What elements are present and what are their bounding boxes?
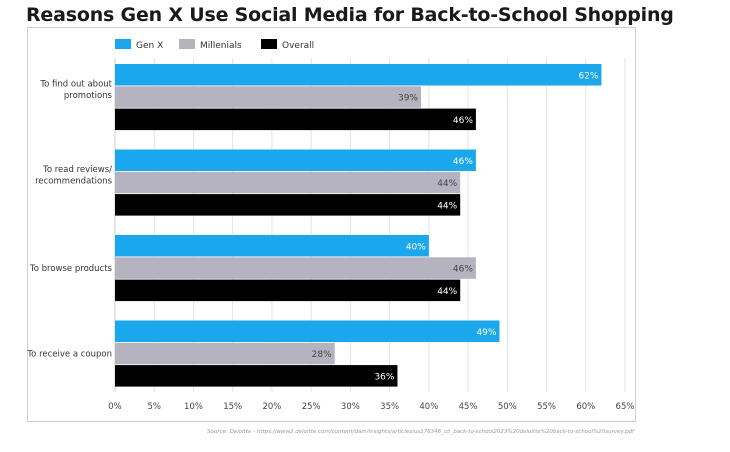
bar <box>115 235 429 257</box>
category-label: To browse products <box>29 264 113 274</box>
legend-swatch <box>179 39 195 49</box>
source-prefix: Source: Deloitte <box>206 429 252 435</box>
legend-swatch <box>261 39 277 49</box>
bar-value-label: 62% <box>578 71 598 81</box>
category-label: promotions <box>64 91 113 101</box>
bar-value-label: 36% <box>374 372 394 382</box>
bar <box>115 279 461 302</box>
x-tick-label: 0% <box>108 402 122 412</box>
x-tick-label: 40% <box>419 402 438 412</box>
x-tick-label: 25% <box>302 402 321 412</box>
legend-label: Gen X <box>136 41 163 51</box>
bar <box>115 257 476 279</box>
source-note: Source: Deloitte - https://www2.deloitte… <box>0 429 634 435</box>
bar <box>115 108 476 131</box>
x-tick-label: 65% <box>616 402 635 412</box>
bar <box>115 149 476 171</box>
bar <box>115 194 461 216</box>
bar-value-label: 39% <box>398 94 418 104</box>
x-tick-label: 20% <box>262 402 281 412</box>
bar-value-label: 44% <box>437 287 457 297</box>
source-url: - https://www2.deloitte.com/content/dam/… <box>253 429 634 435</box>
x-tick-label: 50% <box>498 402 517 412</box>
bar <box>115 320 500 342</box>
bar-value-label: 44% <box>437 201 457 211</box>
bar-value-label: 49% <box>476 328 496 338</box>
x-tick-label: 55% <box>537 402 556 412</box>
category-label: To find out about <box>39 79 112 89</box>
x-tick-label: 5% <box>147 402 161 412</box>
bar-value-label: 46% <box>453 157 473 167</box>
x-tick-label: 45% <box>459 402 478 412</box>
legend-swatch <box>115 39 131 49</box>
bar-value-label: 46% <box>453 116 473 126</box>
category-label: To receive a coupon <box>26 350 112 360</box>
legend-label: Overall <box>282 41 314 51</box>
bar <box>115 342 335 365</box>
bar <box>115 171 461 194</box>
bar-value-label: 28% <box>312 350 332 360</box>
x-tick-label: 15% <box>223 402 242 412</box>
x-tick-label: 35% <box>380 402 399 412</box>
bar <box>115 64 602 86</box>
chart-frame <box>27 27 636 422</box>
bar <box>115 86 421 108</box>
x-tick-label: 30% <box>341 402 360 412</box>
category-label: recommendations <box>35 176 112 186</box>
chart-title: Reasons Gen X Use Social Media for Back-… <box>26 4 674 26</box>
bar-value-label: 44% <box>437 179 457 189</box>
category-label: To read reviews/ <box>42 165 112 175</box>
bar <box>115 365 398 387</box>
bar-value-label: 40% <box>406 242 426 252</box>
x-tick-label: 60% <box>576 402 595 412</box>
legend-label: Millenials <box>200 41 242 51</box>
bar-value-label: 46% <box>453 265 473 275</box>
x-tick-label: 10% <box>184 402 203 412</box>
